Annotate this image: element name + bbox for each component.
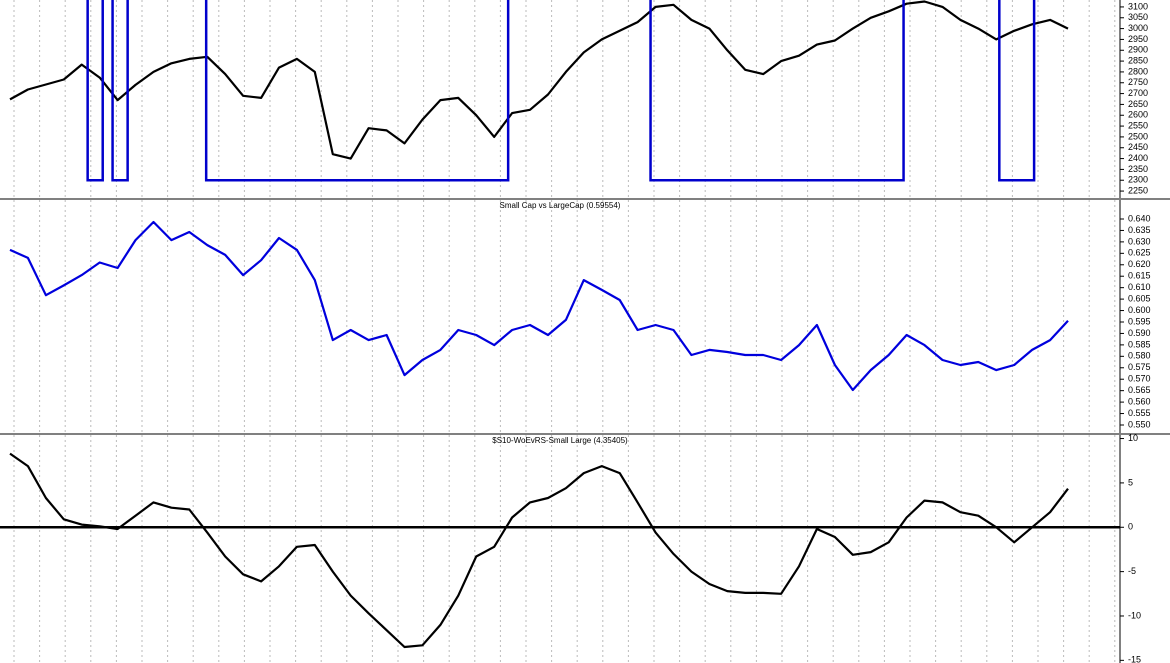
y-tick-label: -15 xyxy=(1128,655,1141,663)
y-tick-label: 0.600 xyxy=(1128,305,1151,315)
y-tick-label: 2750 xyxy=(1128,77,1148,87)
y-tick-label: 3000 xyxy=(1128,23,1148,33)
y-tick-label: 2650 xyxy=(1128,99,1148,109)
y-tick-label: 0.570 xyxy=(1128,374,1151,384)
y-tick-label: 0.640 xyxy=(1128,213,1151,223)
y-tick-label: 2950 xyxy=(1128,34,1148,44)
y-tick-label: 2800 xyxy=(1128,66,1148,76)
y-tick-label: 3100 xyxy=(1128,1,1148,11)
y-tick-label: -5 xyxy=(1128,566,1136,576)
y-tick-label: -10 xyxy=(1128,610,1141,620)
y-tick-label: 2900 xyxy=(1128,45,1148,55)
y-tick-label: 2300 xyxy=(1128,175,1148,185)
panel-title: $S10-WoEvRS-Small Large (4.35405) xyxy=(492,436,628,445)
signal-line xyxy=(86,0,1036,182)
y-tick-label: 0.575 xyxy=(1128,362,1151,372)
panel xyxy=(0,435,1120,663)
y-tick-label: 0.635 xyxy=(1128,225,1151,235)
y-tick-label: 2400 xyxy=(1128,153,1148,163)
y-tick-label: 0.605 xyxy=(1128,293,1151,303)
y-tick-label: 2450 xyxy=(1128,142,1148,152)
y-tick-label: 0.580 xyxy=(1128,351,1151,361)
y-tick-label: 0.555 xyxy=(1128,408,1151,418)
y-tick-label: 2500 xyxy=(1128,131,1148,141)
y-tick-label: 2850 xyxy=(1128,55,1148,65)
y-tick-label: 3050 xyxy=(1128,12,1148,22)
y-tick-label: 0.590 xyxy=(1128,328,1151,338)
data-line xyxy=(9,220,1069,392)
y-tick-label: 2600 xyxy=(1128,110,1148,120)
panel xyxy=(9,200,1116,433)
y-tick-label: 2250 xyxy=(1128,185,1148,195)
data-line xyxy=(9,452,1069,649)
y-tick-label: 0.595 xyxy=(1128,316,1151,326)
panel xyxy=(9,0,1116,198)
y-tick-label: 0.630 xyxy=(1128,236,1151,246)
data-line xyxy=(9,0,1069,160)
y-tick-label: 0.620 xyxy=(1128,259,1151,269)
y-tick-label: 5 xyxy=(1128,477,1133,487)
y-tick-label: 0.565 xyxy=(1128,385,1151,395)
y-tick-label: 2350 xyxy=(1128,164,1148,174)
y-tick-label: 0.550 xyxy=(1128,419,1151,429)
panel-title: Small Cap vs LargeCap (0.59554) xyxy=(500,201,621,210)
y-tick-label: 0.625 xyxy=(1128,248,1151,258)
y-tick-label: 0 xyxy=(1128,522,1133,532)
y-tick-label: 10 xyxy=(1128,433,1138,443)
y-tick-label: 0.610 xyxy=(1128,282,1151,292)
y-tick-label: 2550 xyxy=(1128,120,1148,130)
y-tick-label: 2700 xyxy=(1128,88,1148,98)
y-tick-label: 0.585 xyxy=(1128,339,1151,349)
y-tick-label: 0.615 xyxy=(1128,271,1151,281)
y-tick-label: 0.560 xyxy=(1128,396,1151,406)
